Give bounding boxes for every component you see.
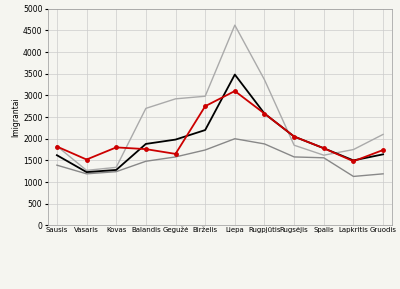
Y-axis label: Imigrantai: Imigrantai [11,97,20,137]
